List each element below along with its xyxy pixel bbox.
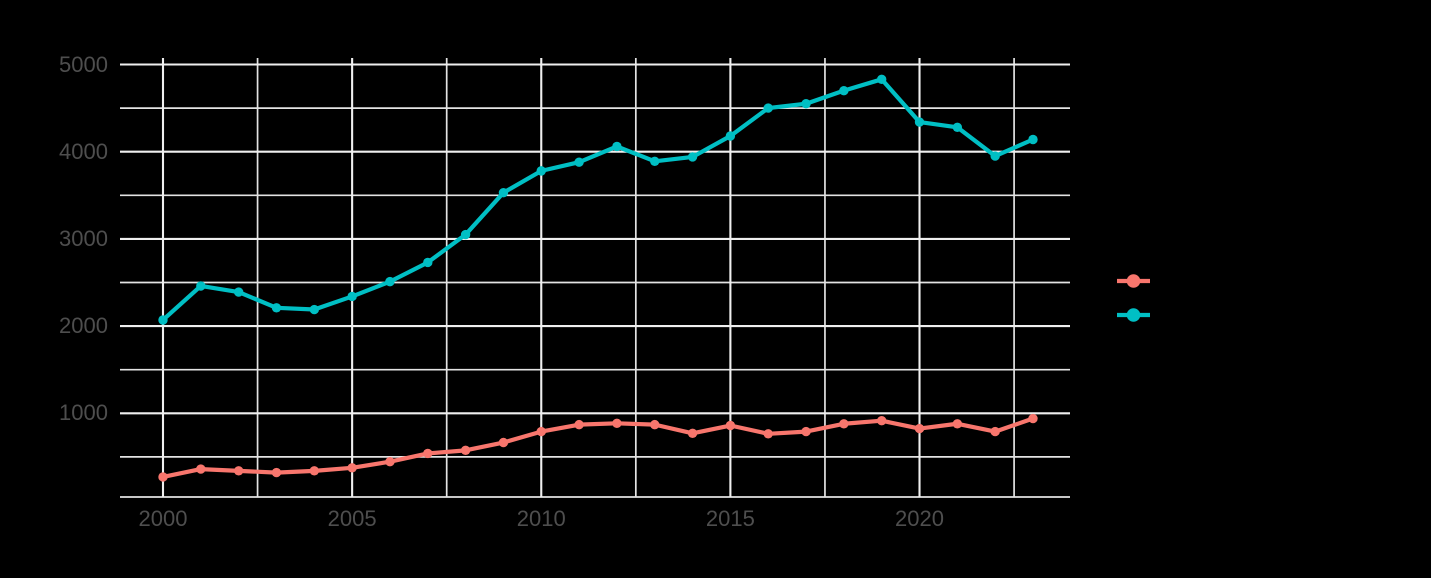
data-point-salmon-series: [423, 448, 433, 459]
x-axis-tick-label: 2000: [138, 506, 188, 531]
legend-key-teal-key: [1117, 308, 1150, 322]
data-point-teal-series: [309, 304, 320, 315]
data-point-teal-series: [612, 141, 622, 152]
data-point-salmon-series: [233, 466, 244, 476]
data-point-salmon-series: [271, 467, 282, 478]
x-axis-tick-label: 2020: [895, 506, 944, 531]
legend-key-salmon-key: [1117, 274, 1150, 288]
data-point-salmon-series: [347, 463, 357, 473]
data-point-salmon-series: [687, 428, 698, 439]
x-axis-tick-label: 2010: [516, 506, 566, 531]
series-line-teal-series: [160, 77, 1036, 323]
data-point-salmon-series: [460, 445, 471, 456]
major-gridlines: [120, 58, 1070, 497]
data-point-teal-series: [158, 315, 168, 325]
legend-point-teal-key: [1126, 308, 1141, 322]
data-point-teal-series: [460, 229, 471, 240]
data-point-salmon-series: [1028, 413, 1038, 424]
y-axis-tick-label: 5000: [59, 51, 108, 77]
data-point-salmon-series: [914, 423, 925, 434]
data-point-teal-series: [233, 287, 244, 297]
y-axis-tick-label: 1000: [59, 400, 108, 426]
data-point-teal-series: [990, 151, 1000, 161]
y-axis-tick-label: 4000: [59, 138, 108, 164]
y-axis-tick-label: 2000: [59, 313, 108, 339]
x-axis-tick-label: 2005: [327, 506, 377, 531]
data-point-salmon-series: [839, 419, 849, 429]
data-point-teal-series: [1028, 134, 1038, 145]
minor-gridlines: [120, 58, 1070, 498]
data-point-salmon-series: [725, 420, 736, 431]
data-point-salmon-series: [763, 429, 773, 439]
data-point-teal-series: [763, 103, 773, 113]
y-axis-tick-label: 3000: [59, 225, 108, 251]
data-point-teal-series: [914, 117, 925, 127]
data-point-salmon-series: [650, 419, 660, 430]
data-point-teal-series: [423, 257, 433, 268]
data-point-teal-series: [385, 276, 395, 287]
data-point-teal-series: [725, 131, 736, 141]
data-point-teal-series: [347, 291, 357, 302]
data-point-teal-series: [687, 152, 698, 162]
data-point-salmon-series: [196, 464, 206, 474]
data-point-salmon-series: [309, 466, 320, 476]
data-point-salmon-series: [158, 472, 168, 482]
data-point-teal-series: [650, 156, 660, 166]
data-point-salmon-series: [536, 426, 546, 437]
data-point-salmon-series: [498, 437, 509, 448]
data-point-salmon-series: [876, 416, 887, 426]
data-point-teal-series: [196, 281, 206, 291]
data-point-salmon-series: [574, 419, 584, 430]
series-line-salmon-series: [160, 416, 1036, 480]
data-point-salmon-series: [385, 456, 395, 467]
data-point-teal-series: [952, 122, 963, 132]
x-axis-tick-label: 2015: [705, 506, 755, 531]
data-point-teal-series: [801, 99, 811, 109]
data-point-salmon-series: [612, 418, 622, 429]
data-point-salmon-series: [952, 419, 963, 429]
data-point-teal-series: [839, 85, 849, 96]
data-series: [158, 74, 1038, 482]
data-point-teal-series: [271, 303, 282, 313]
legend-point-salmon-key: [1126, 274, 1141, 288]
data-point-salmon-series: [990, 426, 1000, 437]
data-point-teal-series: [574, 157, 584, 167]
legend: [1117, 274, 1150, 322]
data-point-salmon-series: [801, 426, 811, 437]
data-point-teal-series: [536, 166, 546, 176]
data-point-teal-series: [876, 74, 887, 85]
data-point-teal-series: [498, 187, 509, 198]
